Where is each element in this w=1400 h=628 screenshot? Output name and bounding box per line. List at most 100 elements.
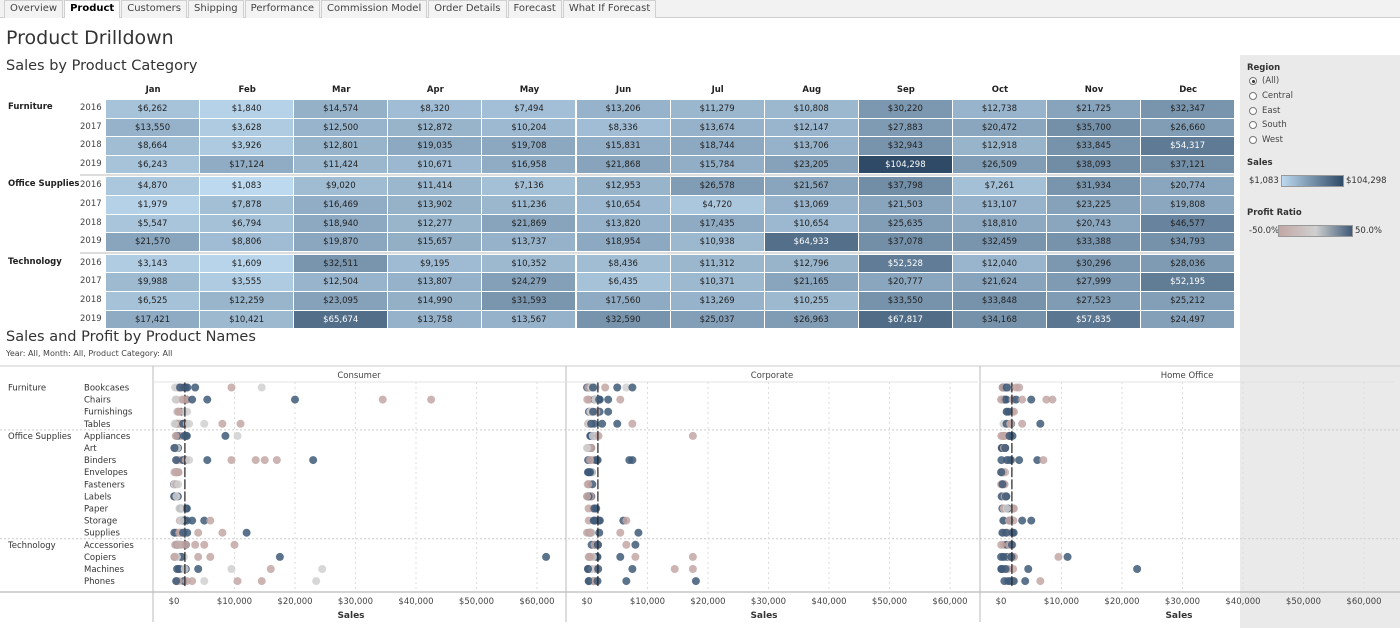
heatmap-cell[interactable]: $18,954 [576,233,671,252]
heatmap-cell[interactable]: $37,121 [1141,155,1236,175]
heatmap-cell[interactable]: $25,635 [858,214,953,234]
heatmap-cell[interactable]: $20,777 [858,273,953,292]
heatmap-cell[interactable]: $12,801 [294,137,389,156]
heatmap-cell[interactable]: $33,848 [952,292,1047,311]
radio-button-icon[interactable] [1249,77,1257,85]
heatmap-cell[interactable]: $1,083 [200,177,295,196]
region-option-west[interactable]: West [1249,135,1283,145]
heatmap-cell[interactable]: $8,320 [388,100,483,119]
heatmap-cell[interactable]: $21,624 [952,273,1047,292]
heatmap-cell[interactable]: $8,664 [106,137,201,156]
heatmap-cell[interactable]: $7,136 [482,177,577,196]
heatmap-cell[interactable]: $21,868 [576,155,671,175]
heatmap-cell[interactable]: $18,744 [670,137,765,156]
tab-what-if-forecast[interactable]: What If Forecast [562,0,657,18]
heatmap-cell[interactable]: $21,567 [764,177,859,196]
heatmap-cell[interactable]: $13,737 [482,233,577,252]
heatmap-cell[interactable]: $10,204 [482,118,577,138]
heatmap-cell[interactable]: $34,168 [952,310,1047,330]
heatmap-cell[interactable]: $21,165 [764,273,859,292]
heatmap-cell[interactable]: $13,269 [670,292,765,311]
tab-forecast[interactable]: Forecast [507,0,562,18]
heatmap-cell[interactable]: $15,784 [670,155,765,175]
heatmap-cell[interactable]: $64,933 [764,233,859,252]
heatmap-cell[interactable]: $18,940 [294,214,389,234]
tab-order-details[interactable]: Order Details [428,0,507,18]
heatmap-cell[interactable]: $6,525 [106,292,201,311]
heatmap-cell[interactable]: $25,037 [670,310,765,330]
heatmap-cell[interactable]: $6,262 [106,100,201,119]
region-option-east[interactable]: East [1249,106,1280,116]
heatmap-cell[interactable]: $6,435 [576,273,671,292]
tab-product[interactable]: Product [64,0,121,18]
heatmap-cell[interactable]: $7,878 [200,196,295,215]
heatmap-cell[interactable]: $15,657 [388,233,483,252]
heatmap-cell[interactable]: $20,472 [952,118,1047,138]
heatmap-cell[interactable]: $12,796 [764,254,859,274]
heatmap-cell[interactable]: $11,236 [482,196,577,215]
heatmap-cell[interactable]: $12,918 [952,137,1047,156]
heatmap-cell[interactable]: $21,869 [482,214,577,234]
heatmap-cell[interactable]: $3,143 [106,254,201,274]
heatmap-cell[interactable]: $32,943 [858,137,953,156]
tab-customers[interactable]: Customers [121,0,188,18]
heatmap-cell[interactable]: $10,255 [764,292,859,311]
heatmap-cell[interactable]: $28,036 [1141,254,1236,274]
heatmap-cell[interactable]: $11,279 [670,100,765,119]
heatmap-cell[interactable]: $26,578 [670,177,765,196]
heatmap-cell[interactable]: $9,020 [294,177,389,196]
heatmap-cell[interactable]: $13,902 [388,196,483,215]
heatmap-cell[interactable]: $26,660 [1141,118,1236,138]
heatmap-cell[interactable]: $1,840 [200,100,295,119]
heatmap-cell[interactable]: $52,528 [858,254,953,274]
heatmap-cell[interactable]: $12,738 [952,100,1047,119]
radio-button-icon[interactable] [1249,91,1257,100]
heatmap-cell[interactable]: $6,243 [106,155,201,175]
heatmap-cell[interactable]: $17,560 [576,292,671,311]
heatmap-cell[interactable]: $13,567 [482,310,577,330]
heatmap-cell[interactable]: $1,609 [200,254,295,274]
heatmap-cell[interactable]: $14,990 [388,292,483,311]
heatmap-cell[interactable]: $19,035 [388,137,483,156]
heatmap-cell[interactable]: $27,883 [858,118,953,138]
tab-commission-model[interactable]: Commission Model [321,0,428,18]
heatmap-cell[interactable]: $12,147 [764,118,859,138]
heatmap-cell[interactable]: $4,870 [106,177,201,196]
heatmap-cell[interactable]: $23,205 [764,155,859,175]
heatmap-cell[interactable]: $13,674 [670,118,765,138]
heatmap-cell[interactable]: $12,872 [388,118,483,138]
heatmap-cell[interactable]: $16,469 [294,196,389,215]
heatmap-cell[interactable]: $27,523 [1047,292,1142,311]
heatmap-cell[interactable]: $4,720 [670,196,765,215]
heatmap-cell[interactable]: $20,743 [1047,214,1142,234]
heatmap-cell[interactable]: $13,807 [388,273,483,292]
heatmap-cell[interactable]: $32,459 [952,233,1047,252]
heatmap-cell[interactable]: $13,706 [764,137,859,156]
heatmap-cell[interactable]: $57,835 [1047,310,1142,330]
region-option-central[interactable]: Central [1249,91,1293,101]
heatmap-cell[interactable]: $8,336 [576,118,671,138]
radio-button-icon[interactable] [1249,121,1257,130]
tab-shipping[interactable]: Shipping [188,0,244,18]
heatmap-cell[interactable]: $11,424 [294,155,389,175]
heatmap-cell[interactable]: $13,069 [764,196,859,215]
heatmap-cell[interactable]: $38,093 [1047,155,1142,175]
heatmap-cell[interactable]: $19,870 [294,233,389,252]
heatmap-cell[interactable]: $12,040 [952,254,1047,274]
heatmap-cell[interactable]: $17,124 [200,155,295,175]
heatmap-cell[interactable]: $13,550 [106,118,201,138]
heatmap-cell[interactable]: $33,845 [1047,137,1142,156]
heatmap-cell[interactable]: $31,593 [482,292,577,311]
heatmap-cell[interactable]: $10,421 [200,310,295,330]
heatmap-cell[interactable]: $6,794 [200,214,295,234]
heatmap-cell[interactable]: $23,095 [294,292,389,311]
heatmap-cell[interactable]: $10,654 [576,196,671,215]
heatmap-cell[interactable]: $3,926 [200,137,295,156]
heatmap-cell[interactable]: $32,347 [1141,100,1236,119]
heatmap-cell[interactable]: $33,550 [858,292,953,311]
heatmap-cell[interactable]: $7,494 [482,100,577,119]
heatmap-cell[interactable]: $10,654 [764,214,859,234]
heatmap-cell[interactable]: $12,277 [388,214,483,234]
heatmap-cell[interactable]: $21,570 [106,233,201,252]
heatmap-cell[interactable]: $26,509 [952,155,1047,175]
